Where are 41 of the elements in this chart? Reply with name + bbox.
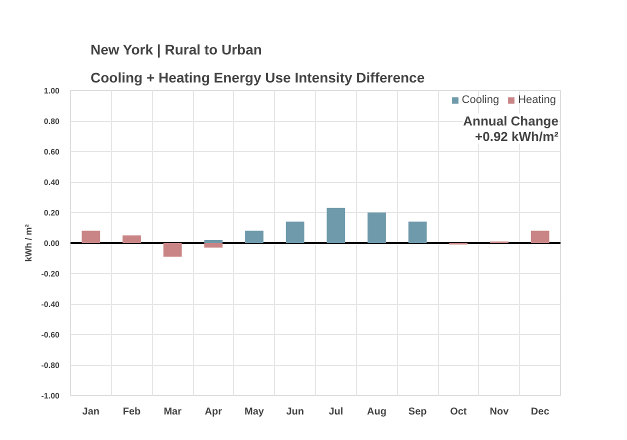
bar xyxy=(163,243,182,257)
bar xyxy=(326,208,346,243)
x-tick-label: May xyxy=(244,406,264,418)
y-tick-label: -0.20 xyxy=(41,270,60,278)
x-tick-label: Jan xyxy=(82,406,100,418)
y-tick-label: -0.40 xyxy=(41,300,60,309)
x-tick-label: Jun xyxy=(286,406,304,418)
y-tick-label: 0.80 xyxy=(44,117,60,126)
x-tick-label: Oct xyxy=(450,406,468,418)
legend-label: Heating xyxy=(518,94,556,106)
y-axis-title: kWh / m² xyxy=(23,224,34,262)
bar xyxy=(204,240,223,243)
y-tick-label: -0.80 xyxy=(41,361,60,370)
x-tick-label: Aug xyxy=(367,406,386,418)
x-tick-label: Dec xyxy=(530,406,550,418)
bar xyxy=(245,230,264,243)
x-tick-label: Mar xyxy=(164,406,182,418)
chart-subtitle: Cooling + Heating Energy Use Intensity Difference xyxy=(90,70,425,86)
bar xyxy=(286,222,304,243)
annotation: +0.92 kWh/m² xyxy=(475,128,560,144)
x-tick-label: Feb xyxy=(122,406,141,418)
bar xyxy=(82,230,100,243)
bar xyxy=(122,235,141,243)
chart-title: New York | Rural to Urban xyxy=(90,42,262,58)
bar xyxy=(530,230,550,243)
y-tick-label: 0.40 xyxy=(44,178,60,187)
annotation: Annual Change xyxy=(463,114,558,128)
y-tick-label: 1.00 xyxy=(44,86,60,96)
legend-label: Cooling xyxy=(462,94,500,106)
x-tick-label: Nov xyxy=(490,406,510,418)
x-tick-label: Jul xyxy=(328,406,344,418)
x-tick-label: Sep xyxy=(408,406,427,418)
bar xyxy=(408,222,427,243)
y-tick-label: 0.20 xyxy=(44,208,60,218)
bar xyxy=(204,243,223,248)
x-tick-label: Apr xyxy=(204,406,222,418)
bar xyxy=(368,212,386,243)
y-tick-label: -1.00 xyxy=(41,392,60,400)
y-tick-label: 0.00 xyxy=(44,239,60,248)
y-tick-label: -0.60 xyxy=(41,330,60,340)
y-tick-label: 0.60 xyxy=(44,148,60,156)
